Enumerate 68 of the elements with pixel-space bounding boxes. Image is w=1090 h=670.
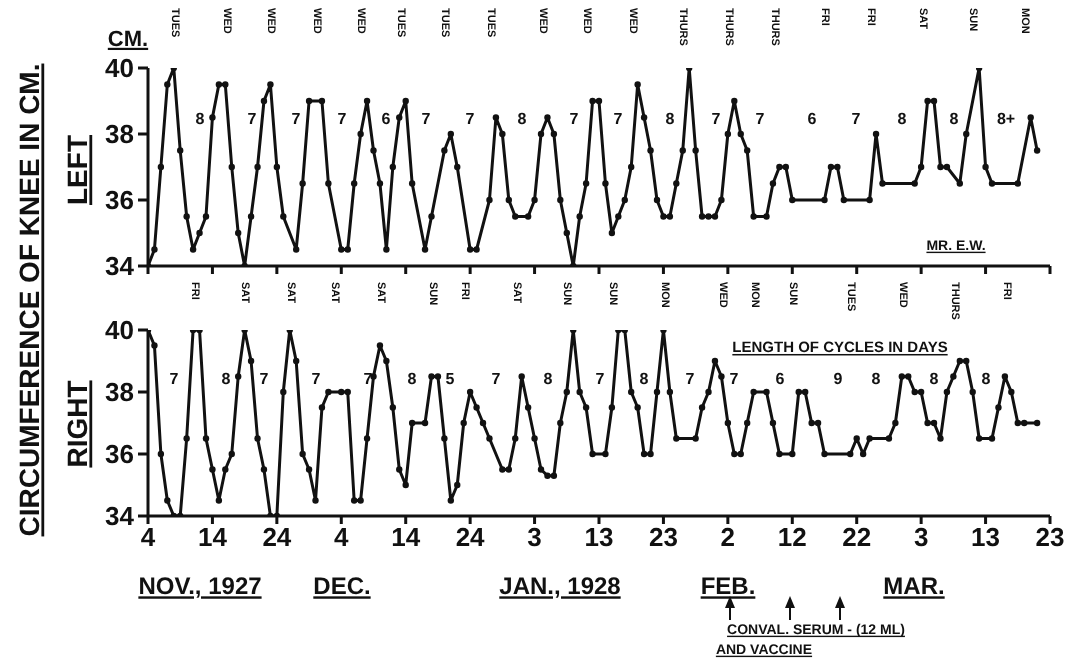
x-tick-label: 22: [842, 522, 872, 553]
text: MAR.: [883, 572, 945, 601]
y-axis-title: RIGHT: [61, 379, 94, 468]
annotation: 8: [981, 370, 992, 389]
x-tick-label: 14: [391, 522, 422, 553]
annotation: 7: [851, 110, 862, 129]
y-tick-label: 34: [105, 251, 136, 282]
annotation: 6: [775, 370, 786, 389]
annotation: 8: [639, 370, 650, 389]
text: FEB.: [700, 572, 756, 601]
x-tick-label: 24: [455, 522, 487, 553]
x-tick-label: 13: [971, 522, 1001, 553]
annotation: 8: [665, 110, 676, 129]
y-tick-label: 36: [105, 185, 134, 216]
y-tick-label: 40: [105, 315, 134, 346]
y-axis-title: LEFT: [61, 134, 94, 205]
annotation: 7: [259, 370, 270, 389]
annotation: 7: [569, 110, 580, 129]
x-tick-label: 12: [777, 522, 807, 553]
annotation: 7: [755, 110, 766, 129]
x-tick-label: 4: [334, 522, 351, 553]
x-tick-label: 24: [262, 522, 293, 553]
y-tick-label: 38: [105, 119, 134, 150]
x-tick-label: 13: [584, 522, 614, 553]
annotation: 5: [445, 370, 456, 389]
y-tick-label: 40: [105, 53, 134, 84]
annotation: 7: [291, 110, 302, 129]
annotation: 6: [807, 110, 818, 129]
text: JAN., 1928: [499, 572, 622, 601]
annotation: 8: [897, 110, 908, 129]
text: DEC.: [313, 572, 371, 601]
x-tick-label: 23: [1035, 522, 1065, 553]
annotation: 8: [543, 370, 554, 389]
y-tick-label: 38: [105, 377, 134, 408]
annotation: 7: [421, 110, 432, 129]
x-tick-label: 4: [140, 522, 157, 553]
annotation: 7: [311, 370, 322, 389]
text: NOV., 1927: [138, 572, 263, 601]
y-tick-label: 34: [105, 501, 136, 532]
annotation: 7: [685, 370, 696, 389]
annotation: 7: [595, 370, 606, 389]
annotation: 7: [363, 370, 374, 389]
annotation: 8+: [996, 110, 1016, 129]
annotation: 7: [169, 370, 180, 389]
annotation: 6: [381, 110, 392, 129]
x-tick-label: 3: [527, 522, 542, 553]
x-tick-label: 14: [197, 522, 229, 553]
annotation: 8: [871, 370, 882, 389]
annotation: 8: [407, 370, 418, 389]
text: CM.: [107, 27, 149, 52]
x-tick-label: 2: [720, 522, 736, 553]
annotation: 7: [247, 110, 258, 129]
annotation: 8: [517, 110, 528, 129]
x-tick-label: 23: [648, 522, 678, 553]
annotation: 7: [491, 370, 502, 389]
annotation: 7: [729, 370, 740, 389]
annotation: 9: [833, 370, 844, 389]
x-tick-label: 3: [913, 522, 929, 553]
annotation: 7: [337, 110, 348, 129]
annotation: 8: [221, 370, 232, 389]
annotation: 7: [711, 110, 722, 129]
y-tick-label: 36: [105, 439, 134, 470]
annotation: 8: [195, 110, 206, 129]
annotation: 7: [465, 110, 476, 129]
text: CIRCUMFERENCE OF KNEE IN CM.: [13, 63, 46, 537]
annotation: 8: [929, 370, 940, 389]
annotation: 7: [613, 110, 624, 129]
annotation: 8: [949, 110, 960, 129]
